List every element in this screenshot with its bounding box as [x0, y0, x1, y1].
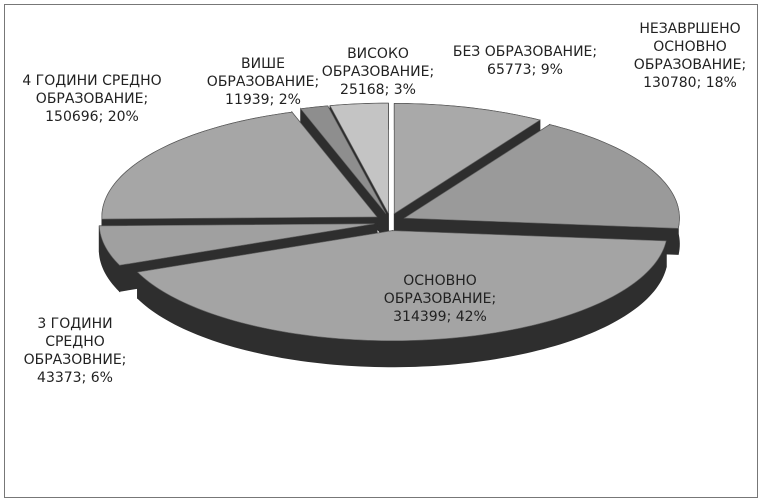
slice — [99, 223, 375, 266]
chart-frame — [4, 4, 758, 498]
slice — [329, 102, 389, 214]
data-label: БЕЗ ОБРАЗОВАНИЕ; 65773; 9% — [452, 44, 598, 78]
slice — [403, 124, 680, 229]
slice — [136, 230, 667, 342]
data-label: ОСНОВНО ОБРАЗОВАНИЕ; 314399; 42% — [383, 273, 497, 325]
slice — [101, 111, 378, 220]
slice — [300, 105, 387, 214]
data-label: 3 ГОДИНИ СРЕДНО ОБРАЗОВНИЕ; 43373; 6% — [23, 316, 127, 386]
data-label: 4 ГОДИНИ СРЕДНО ОБРАЗОВАНИЕ; 150696; 20% — [22, 73, 162, 125]
slice — [394, 103, 541, 215]
data-label: НЕЗАВРШЕНО ОСНОВНО ОБРАЗОВАНИЕ; 130780; … — [633, 21, 747, 91]
data-label: ВИСОКО ОБРАЗОВАНИЕ; 25168; 3% — [321, 46, 435, 98]
data-label: ВИШЕ ОБРАЗОВАНИЕ; 11939; 2% — [206, 56, 320, 108]
